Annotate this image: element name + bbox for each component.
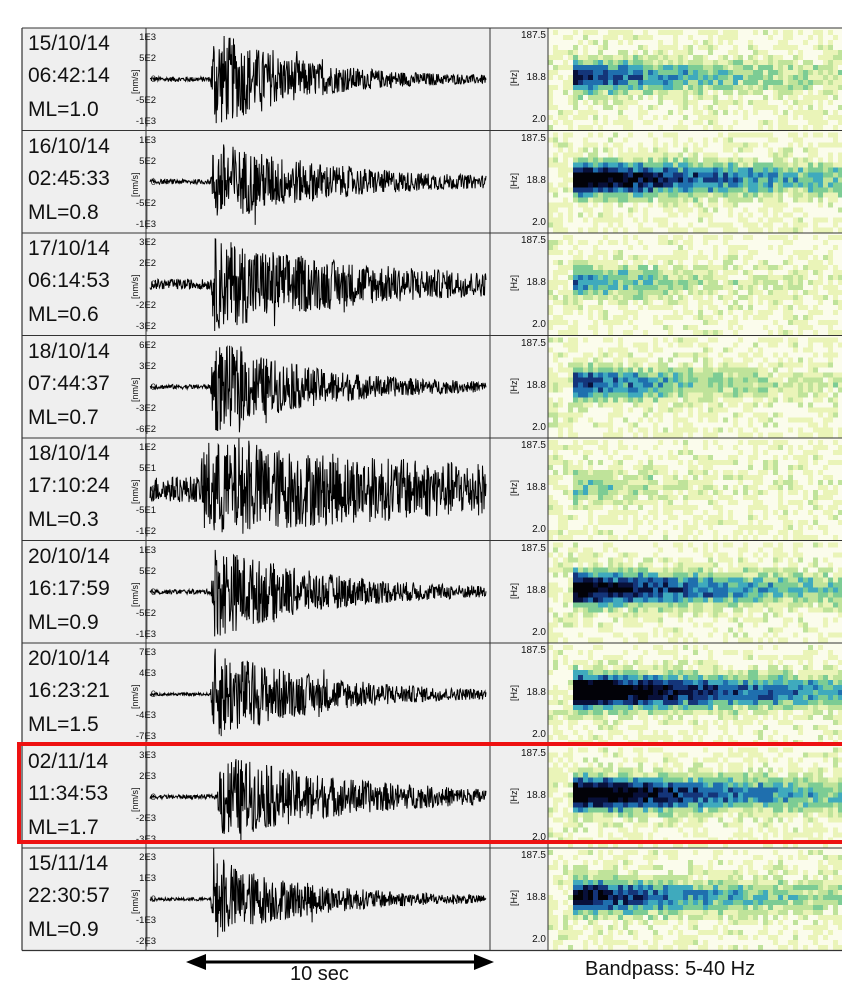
seismic-event-figure: 15/10/1406:42:14ML=1.01E35E20-5E2-1E3[nm… bbox=[0, 0, 842, 979]
